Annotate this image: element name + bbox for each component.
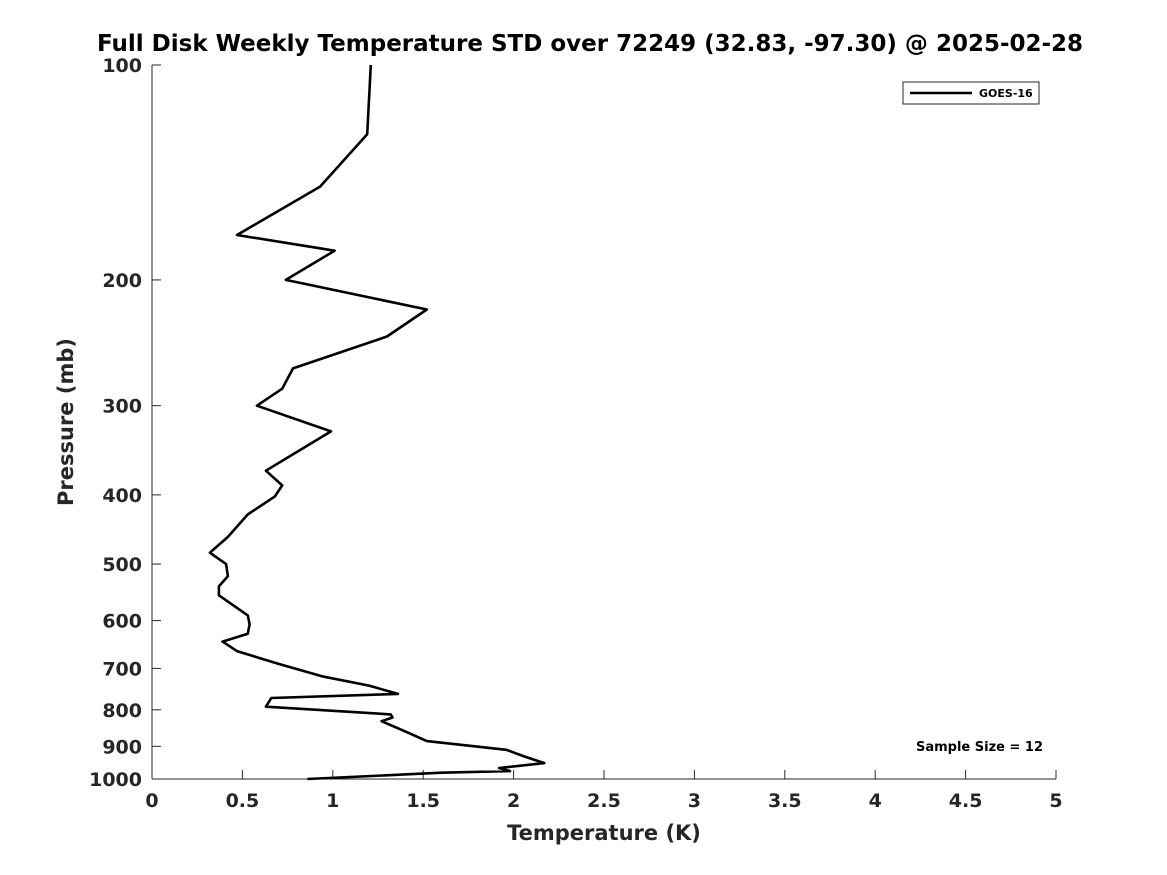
x-axis-ticks: 0 0.5 1 1.5 2 2.5 3 3.5 4 4.5 5 bbox=[145, 770, 1063, 812]
x-tick-label: 0 bbox=[145, 790, 158, 812]
x-tick-label: 0.5 bbox=[226, 790, 260, 812]
x-tick-label: 3.5 bbox=[768, 790, 802, 812]
y-axis-ticks: 100 200 300 400 500 600 700 800 900 1000 bbox=[89, 55, 161, 791]
sample-size-annotation: Sample Size = 12 bbox=[916, 740, 1043, 755]
x-tick-label: 1 bbox=[326, 790, 339, 812]
x-axis-label: Temperature (K) bbox=[507, 821, 701, 845]
chart-title: Full Disk Weekly Temperature STD over 72… bbox=[97, 31, 1083, 57]
y-axis-label: Pressure (mb) bbox=[54, 338, 78, 506]
x-tick-label: 1.5 bbox=[406, 790, 440, 812]
x-tick-label: 5 bbox=[1049, 790, 1062, 812]
legend-label: GOES-16 bbox=[979, 87, 1033, 100]
y-tick-label: 800 bbox=[102, 700, 142, 722]
y-tick-label: 400 bbox=[102, 485, 142, 507]
x-tick-label: 2 bbox=[507, 790, 520, 812]
x-tick-label: 2.5 bbox=[587, 790, 621, 812]
x-tick-label: 4.5 bbox=[949, 790, 983, 812]
y-tick-label: 200 bbox=[102, 270, 142, 292]
y-tick-label: 700 bbox=[102, 658, 142, 680]
y-tick-label: 100 bbox=[102, 55, 142, 77]
plot-area bbox=[152, 65, 1056, 779]
y-tick-label: 300 bbox=[102, 396, 142, 418]
y-tick-label: 600 bbox=[102, 611, 142, 633]
series-line-goes16 bbox=[208, 64, 546, 781]
y-tick-label: 1000 bbox=[89, 769, 142, 791]
legend: GOES-16 bbox=[902, 81, 1040, 105]
x-tick-label: 3 bbox=[688, 790, 701, 812]
y-tick-label: 500 bbox=[102, 554, 142, 576]
x-tick-label: 4 bbox=[869, 790, 882, 812]
y-tick-label: 900 bbox=[102, 736, 142, 758]
